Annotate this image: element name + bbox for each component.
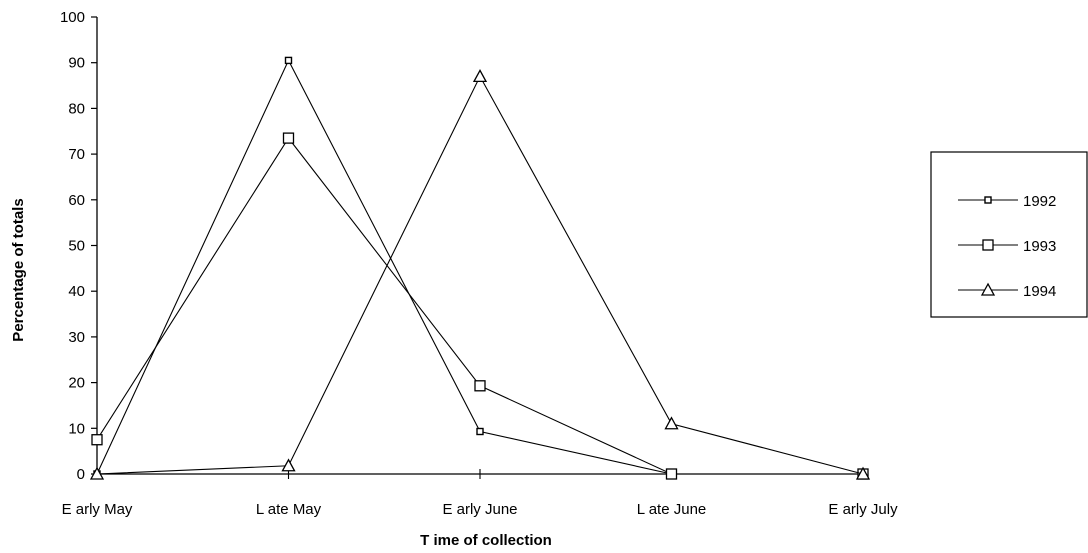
y-tick-label: 90 [68,55,85,72]
legend-label: 1993 [1023,238,1056,255]
y-tick-label: 60 [68,192,85,209]
y-tick-label: 70 [68,146,85,163]
series-line-1992 [96,59,863,475]
x-axis: E arly May L ate May E arly June L ate June… [62,469,898,518]
y-tick-label: 10 [68,420,85,437]
legend-marker [980,282,996,296]
x-axis-title: T ime of collection [420,532,552,549]
data-point-1993 [665,468,678,480]
y-tick-label: 50 [68,238,85,255]
data-point-1993 [282,132,295,144]
series-line-1993 [96,137,863,475]
x-tick-label: E arly May [62,501,133,518]
y-tick-label: 100 [60,9,85,26]
legend-marker [984,196,992,204]
x-tick-label: E arly June [442,501,517,518]
legend-item-1992: 1992 [958,193,1056,210]
y-axis-title: Percentage of totals [10,198,27,341]
y-tick-label: 40 [68,283,85,300]
y-axis: 0 10 20 30 40 50 60 70 80 90 100 [60,9,98,483]
x-tick-label: E arly July [828,501,898,518]
data-point-1993 [474,380,486,392]
y-tick-label: 20 [68,375,85,392]
legend-item-1993: 1993 [958,238,1056,255]
y-tick-label: 30 [68,329,85,346]
legend-marker [982,239,994,251]
data-point-1992 [476,427,484,436]
legend-box [930,151,1088,318]
data-point-1992 [284,56,293,65]
series-1994 [89,69,871,480]
legend-label: 1992 [1023,193,1056,210]
data-point-1994 [281,458,296,472]
series-1993 [91,132,869,480]
legend-item-1994: 1994 [958,282,1056,300]
data-point-1994 [855,466,871,480]
data-point-1993 [91,434,103,446]
legend-label: 1994 [1023,283,1056,300]
series-1992 [93,56,867,478]
data-point-1994 [472,69,488,83]
data-point-1994 [664,416,679,430]
series-line-1994 [96,75,864,475]
x-tick-label: L ate May [256,501,322,518]
legend: 1992 1993 1994 [930,151,1088,318]
data-point-1994 [89,466,105,480]
plot-area [89,56,871,480]
y-tick-label: 0 [77,466,85,483]
y-tick-label: 80 [68,100,85,117]
x-tick-label: L ate June [637,501,707,518]
